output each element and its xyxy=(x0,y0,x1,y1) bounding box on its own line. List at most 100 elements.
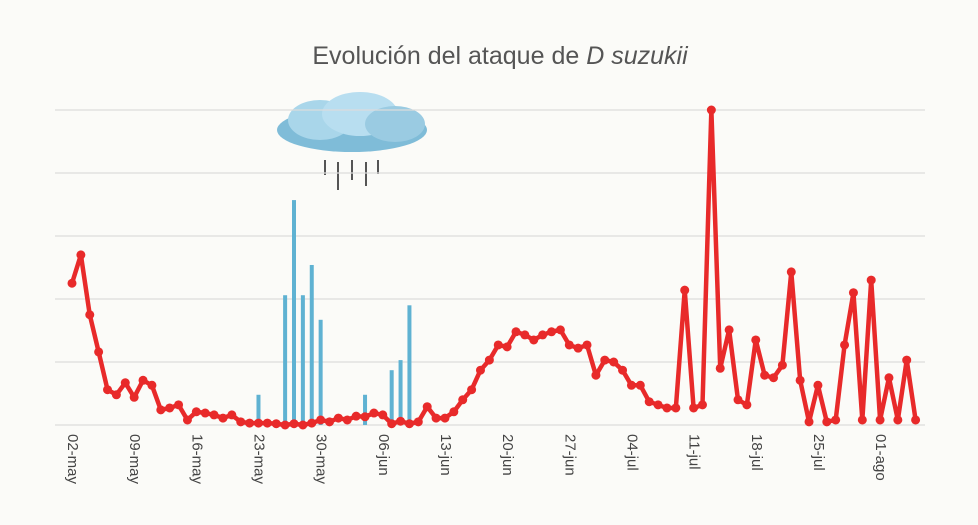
data-point xyxy=(343,415,352,424)
data-point xyxy=(334,414,343,423)
data-point xyxy=(876,415,885,424)
data-point xyxy=(565,340,574,349)
data-point xyxy=(538,330,547,339)
data-point xyxy=(210,410,219,419)
data-point xyxy=(103,385,112,394)
x-tick-label: 16-may xyxy=(188,434,205,485)
data-point xyxy=(796,376,805,385)
data-point xyxy=(352,412,361,421)
data-point xyxy=(645,397,654,406)
x-tick-label: 27-jun xyxy=(561,434,578,476)
data-point xyxy=(94,347,103,356)
data-point xyxy=(618,366,627,375)
data-point xyxy=(325,417,334,426)
title-text: Evolución del ataque de xyxy=(312,42,579,70)
data-point xyxy=(378,410,387,419)
data-point xyxy=(254,419,263,428)
data-point xyxy=(849,288,858,297)
data-point xyxy=(432,414,441,423)
data-point xyxy=(840,340,849,349)
data-point xyxy=(227,410,236,419)
data-point xyxy=(698,400,707,409)
data-point xyxy=(707,106,716,115)
data-point xyxy=(591,371,600,380)
data-point xyxy=(805,417,814,426)
data-point xyxy=(121,378,130,387)
data-point xyxy=(760,371,769,380)
data-point xyxy=(245,419,254,428)
data-point xyxy=(778,361,787,370)
x-tick-label: 25-jul xyxy=(810,434,827,471)
data-point xyxy=(183,415,192,424)
rain-bar xyxy=(390,370,394,425)
x-tick-label: 13-jun xyxy=(437,434,454,476)
data-point xyxy=(556,325,565,334)
data-point xyxy=(68,279,77,288)
data-line xyxy=(72,110,916,425)
data-point xyxy=(769,373,778,382)
data-point xyxy=(298,421,307,430)
data-point xyxy=(467,385,476,394)
rain-bar xyxy=(310,265,314,425)
data-point xyxy=(512,327,521,336)
data-point xyxy=(192,407,201,416)
data-point xyxy=(485,356,494,365)
data-point xyxy=(742,400,751,409)
x-tick-label: 04-jul xyxy=(623,434,640,471)
data-point xyxy=(316,415,325,424)
data-point xyxy=(307,419,316,428)
x-tick-label: 06-jun xyxy=(375,434,392,476)
rain-cloud-icon xyxy=(277,92,427,190)
data-point xyxy=(290,419,299,428)
rain-bar xyxy=(319,320,323,425)
rain-bar xyxy=(399,360,403,425)
x-tick-label: 02-may xyxy=(64,434,81,485)
data-point xyxy=(218,414,227,423)
rain-bar xyxy=(283,295,287,425)
data-point xyxy=(423,402,432,411)
data-point xyxy=(494,340,503,349)
chart-title: Evolución del ataque de D suzukii xyxy=(312,42,689,70)
rain-bar xyxy=(407,305,411,425)
x-tick-label: 20-jun xyxy=(499,434,516,476)
rain-bar xyxy=(292,200,296,425)
data-point xyxy=(902,356,911,365)
data-point xyxy=(734,395,743,404)
data-point xyxy=(725,325,734,334)
data-point xyxy=(139,376,148,385)
data-point xyxy=(583,340,592,349)
data-point xyxy=(911,415,920,424)
data-point xyxy=(130,393,139,402)
data-point xyxy=(440,414,449,423)
data-point xyxy=(680,286,689,295)
data-point xyxy=(787,267,796,276)
data-point xyxy=(165,403,174,412)
data-point xyxy=(156,405,165,414)
data-point xyxy=(272,419,281,428)
data-point xyxy=(476,366,485,375)
data-point xyxy=(689,403,698,412)
data-point xyxy=(520,330,529,339)
data-point xyxy=(85,310,94,319)
x-tick-label: 23-may xyxy=(251,434,268,485)
data-point xyxy=(609,358,618,367)
data-point xyxy=(813,381,822,390)
data-point xyxy=(662,403,671,412)
data-point xyxy=(547,327,556,336)
data-point xyxy=(414,417,423,426)
data-point xyxy=(263,419,272,428)
data-point xyxy=(884,373,893,382)
data-point xyxy=(458,395,467,404)
x-tick-label: 09-may xyxy=(126,434,143,485)
data-point xyxy=(76,250,85,259)
data-point xyxy=(361,412,370,421)
data-point xyxy=(112,390,121,399)
data-point xyxy=(405,419,414,428)
x-tick-label: 11-jul xyxy=(686,434,703,470)
chart: Evolución del ataque de D suzukii 02-may… xyxy=(0,0,978,525)
data-point xyxy=(503,342,512,351)
data-point xyxy=(449,407,458,416)
data-point xyxy=(636,381,645,390)
x-tick-label: 18-jul xyxy=(748,434,765,471)
x-tick-label: 30-may xyxy=(313,434,330,485)
